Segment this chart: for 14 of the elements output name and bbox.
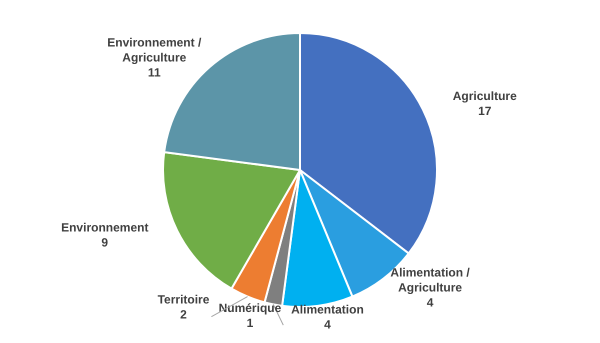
slice-label: Alimentation / Agriculture <box>390 266 470 295</box>
slice-label: Territoire <box>158 292 210 306</box>
slice-label: Numérique <box>218 300 282 315</box>
slice-label: Alimentation <box>291 302 364 317</box>
data-label: 17 <box>478 104 492 118</box>
slice-label: Environnement / Agriculture <box>107 35 202 64</box>
data-label: 2 <box>180 307 188 322</box>
data-label: 11 <box>148 65 161 80</box>
slice-label: Environnement <box>61 220 148 235</box>
slice-label: Agriculture <box>452 88 518 103</box>
data-label: 1 <box>246 316 254 330</box>
data-label: 9 <box>101 236 108 250</box>
data-label: 4 <box>324 318 332 332</box>
data-label: 4 <box>426 296 434 310</box>
